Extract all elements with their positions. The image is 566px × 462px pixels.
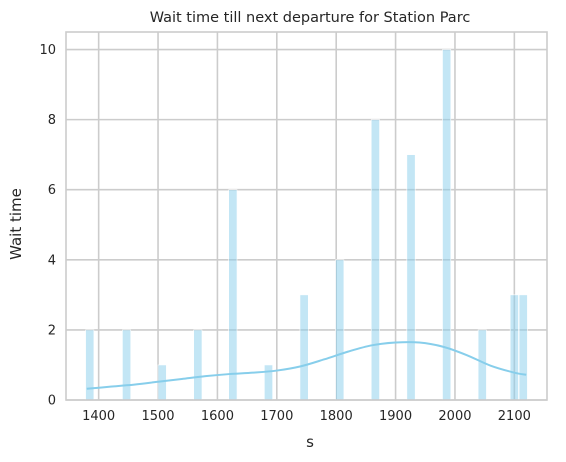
plot-frame xyxy=(65,31,548,401)
histogram-bar xyxy=(370,119,380,401)
x-tick-label: 1800 xyxy=(320,409,353,424)
y-tick-label: 8 xyxy=(48,113,56,128)
grid-lines xyxy=(66,32,547,401)
kde-curve-group xyxy=(86,341,527,390)
x-axis-label: s xyxy=(306,433,314,451)
histogram-bars xyxy=(85,49,528,401)
y-tick-label: 0 xyxy=(48,394,56,409)
x-tick-label: 2100 xyxy=(498,409,531,424)
chart-title: Wait time till next departure for Statio… xyxy=(150,10,471,26)
x-tick-label: 1900 xyxy=(379,409,412,424)
y-tick-label: 2 xyxy=(48,323,56,338)
histogram-bar xyxy=(509,294,519,401)
y-axis-label: Wait time xyxy=(7,188,25,260)
histogram-bar xyxy=(193,329,203,401)
histogram-bar xyxy=(518,294,528,401)
x-tick-label: 2000 xyxy=(438,409,471,424)
histogram-bar xyxy=(406,154,416,401)
y-tick-label: 10 xyxy=(39,43,56,58)
x-tick-label: 1400 xyxy=(82,409,115,424)
histogram-bar xyxy=(122,329,132,401)
histogram-bar xyxy=(335,259,345,401)
histogram-bar xyxy=(299,294,309,401)
x-tick-label: 1600 xyxy=(201,409,234,424)
x-tick-label: 1700 xyxy=(260,409,293,424)
x-tick-label: 1500 xyxy=(141,409,174,424)
y-tick-label: 4 xyxy=(48,253,56,268)
y-tick-label: 6 xyxy=(48,183,56,198)
kde-line xyxy=(86,341,527,390)
histogram-bar xyxy=(228,189,238,401)
tick-labels: 1400 1500 1600 1700 1800 1900 2000 2100 0 2 4 6 8 10 xyxy=(39,43,530,424)
plot-border xyxy=(65,31,548,401)
histogram-bar xyxy=(477,329,487,401)
